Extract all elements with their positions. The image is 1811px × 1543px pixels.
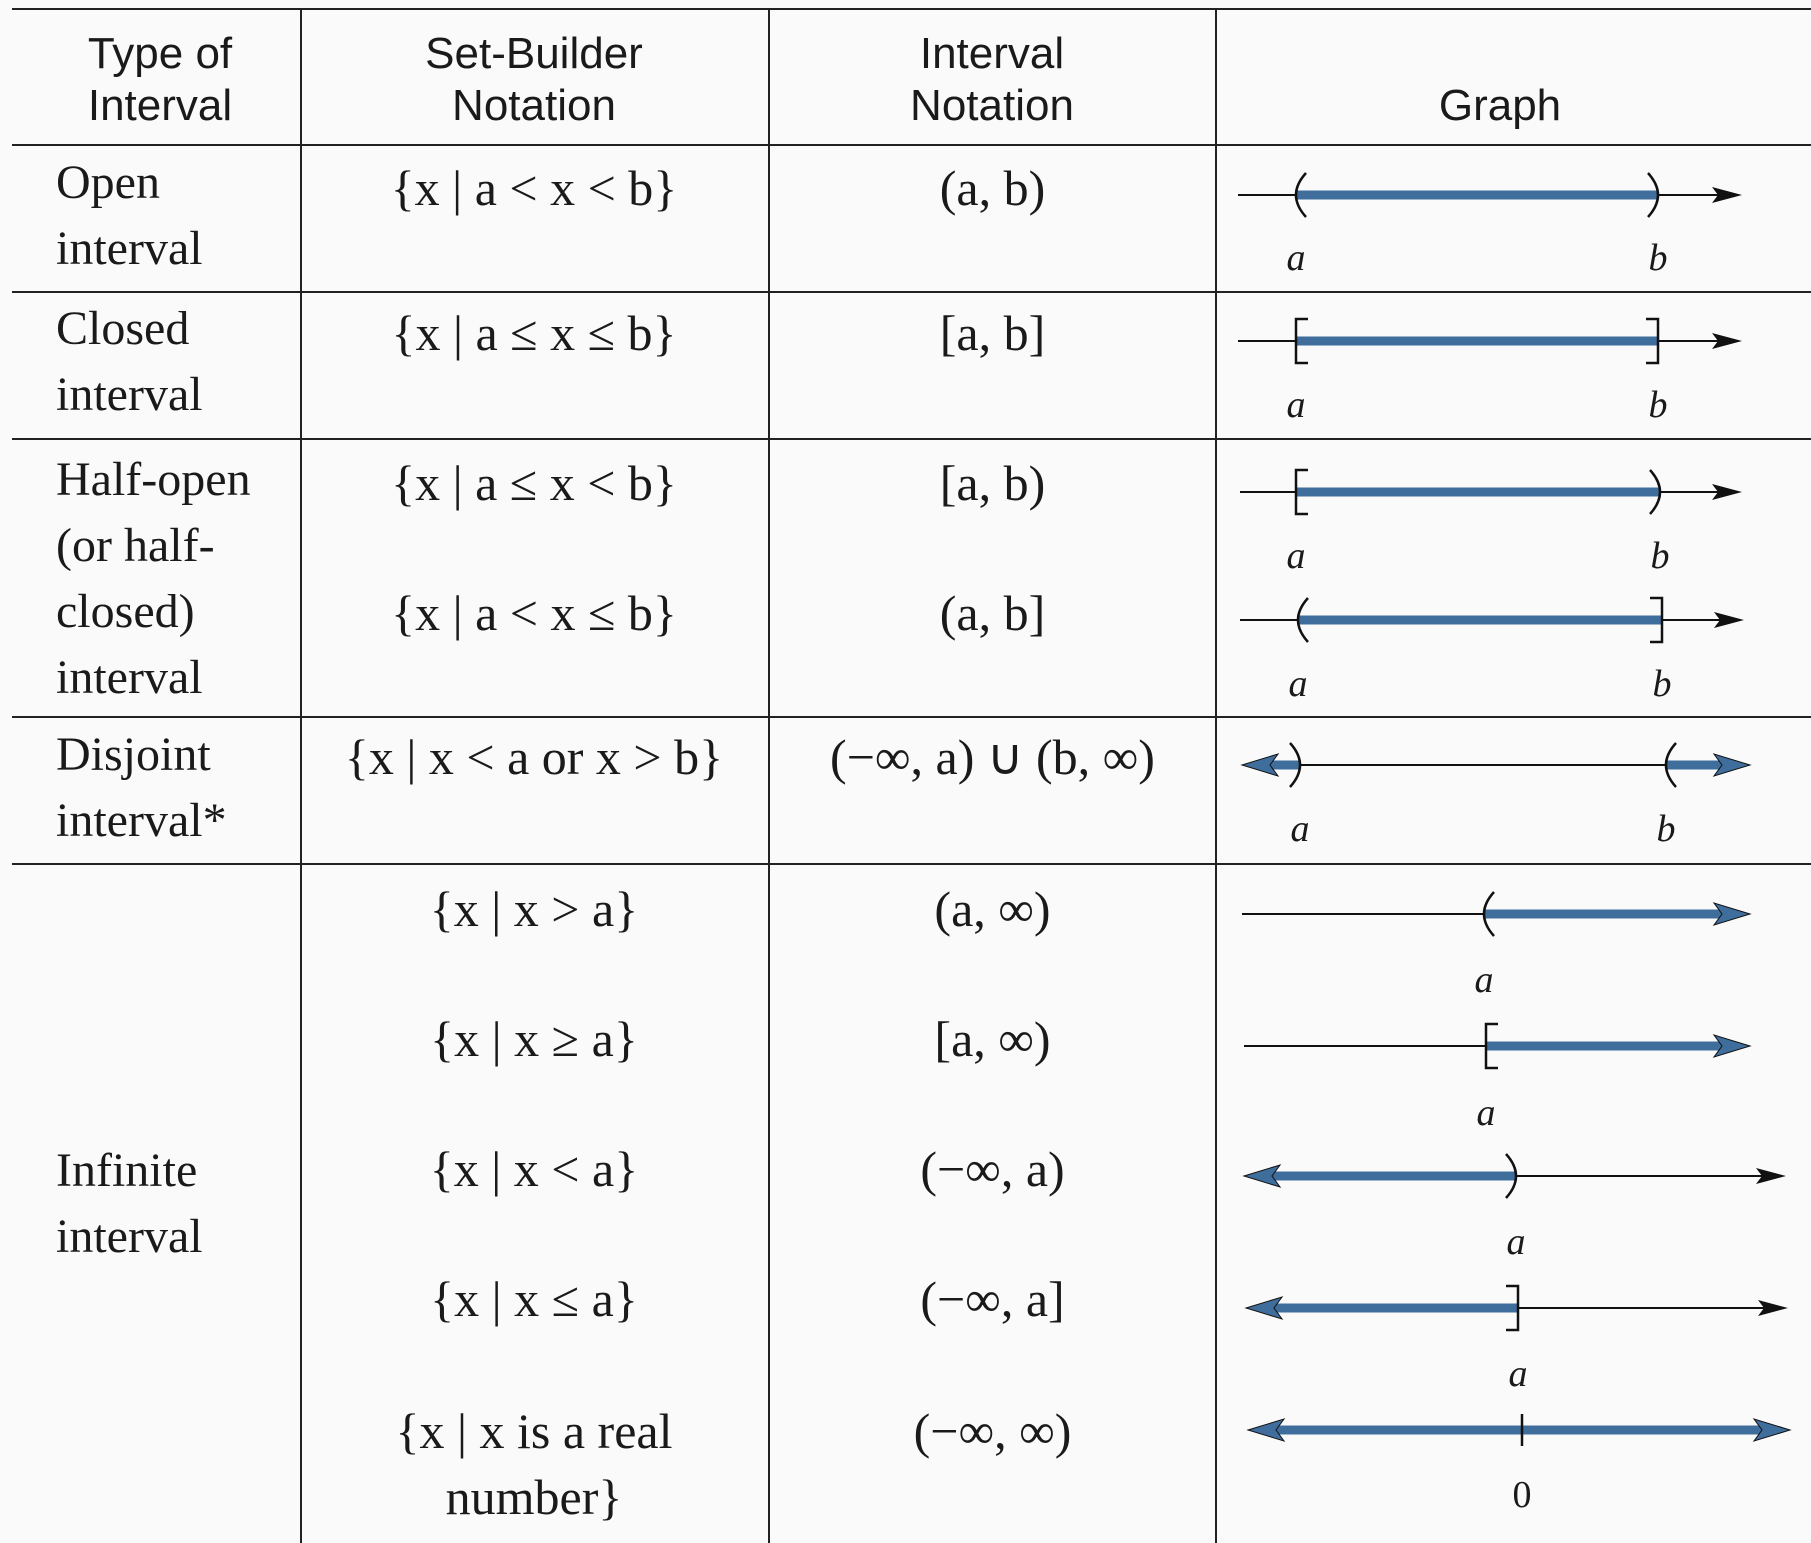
table-top-rule [12,8,1811,10]
header-interval-notation: Interval Notation [910,29,1074,130]
graph-label-a: a [1286,384,1306,426]
type-disjoint-interval: Disjoint interval* [56,728,227,847]
endpoint-bracket [1649,469,1662,515]
graph-label-a: a [1508,1353,1528,1395]
row-rule [12,438,1811,440]
graph-label-b: b [1652,663,1672,705]
set-builder-infinite-lt: {x | x < a} [429,1141,639,1197]
axis-arrowhead [1712,187,1742,203]
row-rule [12,716,1811,718]
row-rule [12,863,1811,865]
set-builder-closed: {x | a ≤ x ≤ b} [391,305,677,361]
set-builder-open: {x | a < x < b} [390,160,678,216]
header-graph: Graph [1438,81,1562,130]
header-type-of-interval: Type of Interval [87,29,233,130]
endpoint-bracket [1294,468,1308,516]
interval-half-open-right: (a, b] [939,585,1046,641]
column-rule [768,8,770,1543]
endpoint-bracket [1506,1284,1520,1332]
graph-label-a: a [1286,237,1306,279]
endpoint-bracket [1289,742,1302,788]
column-rule [300,8,302,1543]
axis-arrowhead [1714,612,1744,628]
endpoint-bracket [1482,891,1495,937]
endpoint-bracket [1294,172,1307,218]
set-builder-infinite-gt: {x | x > a} [429,881,639,937]
interval-closed: [a, b] [939,305,1046,361]
set-builder-disjoint: {x | x < a or x > b} [344,729,724,785]
endpoint-bracket [1650,596,1664,644]
graph-label-a: a [1290,808,1310,850]
endpoint-bracket [1646,317,1660,365]
set-builder-infinite-le: {x | x ≤ a} [430,1271,638,1327]
shaded-arrowhead-right [1712,753,1752,777]
endpoint-bracket [1505,1153,1518,1199]
shaded-arrowhead-right [1712,902,1752,926]
set-builder-infinite-ge: {x | x ≥ a} [430,1011,638,1067]
graph-label-b: b [1656,808,1676,850]
type-open-interval: Open interval [56,156,203,275]
endpoint-bracket [1294,317,1308,365]
endpoint-bracket [1664,742,1677,788]
type-closed-interval: Closed interval [56,302,203,421]
graph-label-zero: 0 [1512,1474,1532,1516]
interval-open: (a, b) [939,160,1046,216]
header-rule [12,144,1811,146]
graph-label-b: b [1648,384,1668,426]
interval-infinite-lt: (−∞, a) [920,1141,1065,1197]
shaded-arrowhead-right [1752,1418,1792,1442]
type-half-open-interval: Half-open (or half- closed) interval [56,453,251,704]
interval-disjoint: (−∞, a) ∪ (b, ∞) [830,729,1155,785]
graph-label-b: b [1650,535,1670,577]
header-set-builder-notation: Set-Builder Notation [425,29,643,130]
graph-label-a: a [1474,959,1494,1001]
type-infinite-interval: Infinite interval [56,1144,203,1263]
shaded-arrowhead-left [1246,1418,1286,1442]
interval-half-open-left: [a, b) [939,455,1046,511]
column-rule [1215,8,1217,1543]
endpoint-bracket [1296,597,1309,643]
axis-arrowhead [1712,484,1742,500]
axis-arrowhead [1712,333,1742,349]
set-builder-half-open-right: {x | a < x ≤ b} [391,585,677,641]
set-builder-infinite-all: {x | x is a real number} [395,1403,673,1525]
axis-arrowhead [1756,1168,1786,1184]
graph-label-a: a [1476,1092,1496,1134]
interval-infinite-ge: [a, ∞) [934,1011,1051,1067]
graph-label-a: a [1288,663,1308,705]
endpoint-bracket [1647,172,1660,218]
interval-infinite-gt: (a, ∞) [934,881,1051,937]
shaded-arrowhead-left [1240,753,1280,777]
graph-label-a: a [1506,1221,1526,1263]
axis-arrowhead [1758,1300,1788,1316]
set-builder-half-open-left: {x | a ≤ x < b} [391,455,677,511]
row-rule [12,291,1811,293]
interval-infinite-all: (−∞, ∞) [913,1403,1072,1459]
shaded-arrowhead-left [1244,1296,1284,1320]
interval-infinite-le: (−∞, a] [920,1271,1065,1327]
shaded-arrowhead-left [1242,1164,1282,1188]
graph-label-a: a [1286,535,1306,577]
shaded-arrowhead-right [1712,1034,1752,1058]
endpoint-bracket [1484,1022,1498,1070]
graph-label-b: b [1648,237,1668,279]
